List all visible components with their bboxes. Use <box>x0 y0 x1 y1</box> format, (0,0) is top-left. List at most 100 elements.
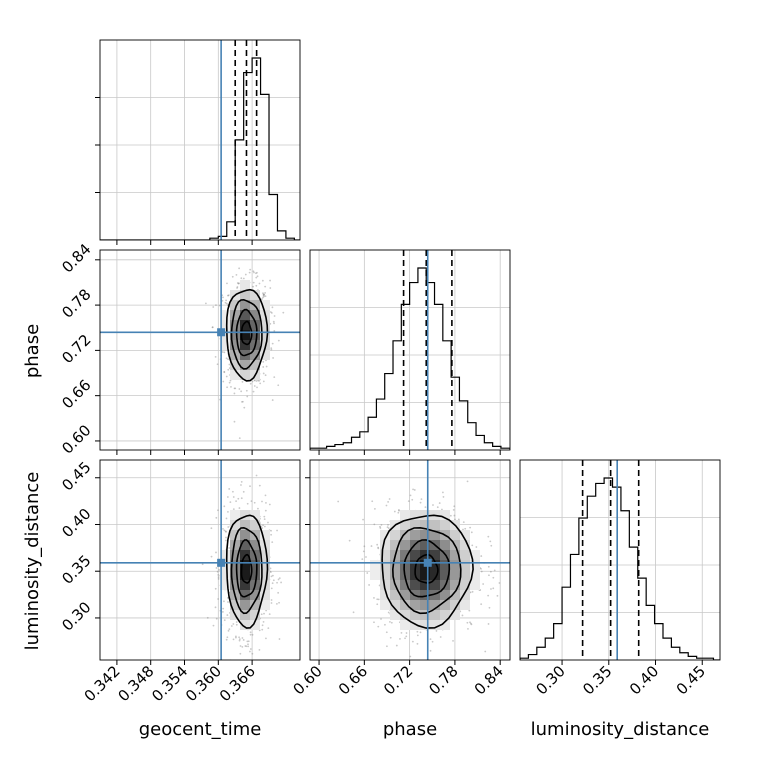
histogram-bin <box>476 435 484 450</box>
density-cell <box>450 550 460 560</box>
phase-xlabel: phase <box>383 719 437 740</box>
sample-point <box>223 600 225 603</box>
sample-point <box>225 517 228 520</box>
sample-point <box>218 569 221 571</box>
sample-point <box>278 577 281 580</box>
corner-panels: 0.30 0.35 0.40 0.450.600.660.720.780.840.34… <box>58 39 721 705</box>
density-cell <box>450 600 460 610</box>
histogram-bin <box>587 496 595 660</box>
sample-point <box>498 582 501 584</box>
sample-point <box>270 587 273 590</box>
density-cell <box>460 570 470 580</box>
sample-point <box>461 614 464 617</box>
density-cell <box>390 540 400 550</box>
density-cell <box>470 570 480 580</box>
density-cell <box>420 570 430 580</box>
sample-point <box>277 339 280 342</box>
sample-point <box>204 302 207 305</box>
sample-point <box>405 635 408 638</box>
sample-point <box>233 392 236 395</box>
sample-point <box>373 523 376 526</box>
sample-point <box>452 508 455 511</box>
contour-line <box>403 539 451 598</box>
sample-point <box>373 621 375 624</box>
y-tick-label: 0.84 <box>58 240 94 276</box>
sample-point <box>210 527 213 530</box>
histogram-bars <box>100 40 300 240</box>
density-cell <box>380 590 390 600</box>
density-cell <box>250 610 260 620</box>
sample-point <box>470 531 473 534</box>
sample-point <box>225 536 227 539</box>
density-cell <box>460 540 470 550</box>
sample-point <box>227 601 229 603</box>
sample-point <box>496 594 499 597</box>
sample-point <box>238 636 240 639</box>
sample-point <box>231 275 234 278</box>
sample-point <box>264 494 267 497</box>
sample-point <box>268 613 271 616</box>
sample-point <box>226 496 229 498</box>
density-cell <box>250 590 260 600</box>
sample-point <box>411 640 414 643</box>
sample-point <box>253 271 255 274</box>
scatter-panel-phase-vs-luminosity-distance: 0.60 0.66 0.72 0.78 0.84 <box>290 459 511 698</box>
density-cell <box>370 570 380 580</box>
sample-point <box>244 273 247 276</box>
sample-point <box>225 299 228 302</box>
density-cell <box>410 600 420 610</box>
sample-point <box>235 636 237 639</box>
density-cell <box>460 530 470 540</box>
sample-point <box>240 390 243 393</box>
density-cell <box>400 590 410 600</box>
sample-point <box>256 271 258 274</box>
density-cell <box>400 610 410 620</box>
histogram-bin <box>343 443 351 450</box>
density-cell <box>220 320 230 330</box>
density-cell <box>400 540 410 550</box>
sample-point <box>263 518 266 521</box>
sample-point <box>239 652 242 655</box>
sample-point <box>265 637 267 640</box>
sample-point <box>262 294 265 297</box>
sample-point <box>389 621 391 623</box>
density-cell <box>440 600 450 610</box>
sample-point <box>258 484 261 487</box>
sample-point <box>240 247 242 249</box>
density-cell <box>240 560 250 570</box>
sample-point <box>464 527 467 530</box>
sample-point <box>272 579 275 582</box>
sample-point <box>222 296 224 299</box>
sample-point <box>387 611 390 614</box>
contour-line <box>240 553 253 584</box>
sample-point <box>231 490 234 493</box>
contour-line <box>225 288 269 382</box>
sample-point <box>252 281 255 284</box>
sample-point <box>271 541 274 544</box>
sample-point <box>352 611 355 614</box>
density-cell <box>240 290 250 300</box>
density-cell <box>390 570 400 580</box>
sample-point <box>217 574 220 576</box>
sample-point <box>487 623 490 625</box>
sample-point <box>271 574 274 577</box>
histogram-bin <box>410 283 418 450</box>
sample-point <box>388 498 391 500</box>
sample-point <box>454 518 456 521</box>
density-cell <box>230 560 240 570</box>
sample-point <box>225 539 227 542</box>
histogram-step <box>100 57 300 240</box>
sample-point <box>348 539 351 542</box>
sample-point <box>211 326 214 329</box>
histogram-panel-geocent-time <box>95 39 301 245</box>
sample-point <box>227 368 230 371</box>
x-tick-label: 0.84 <box>471 662 507 698</box>
sample-point <box>232 496 235 498</box>
sample-point <box>241 637 244 639</box>
sample-point <box>241 400 244 403</box>
sample-point <box>377 625 380 628</box>
density-cell <box>420 580 430 590</box>
sample-point <box>404 637 406 640</box>
density-cell <box>230 600 240 610</box>
density-cell <box>380 540 390 550</box>
